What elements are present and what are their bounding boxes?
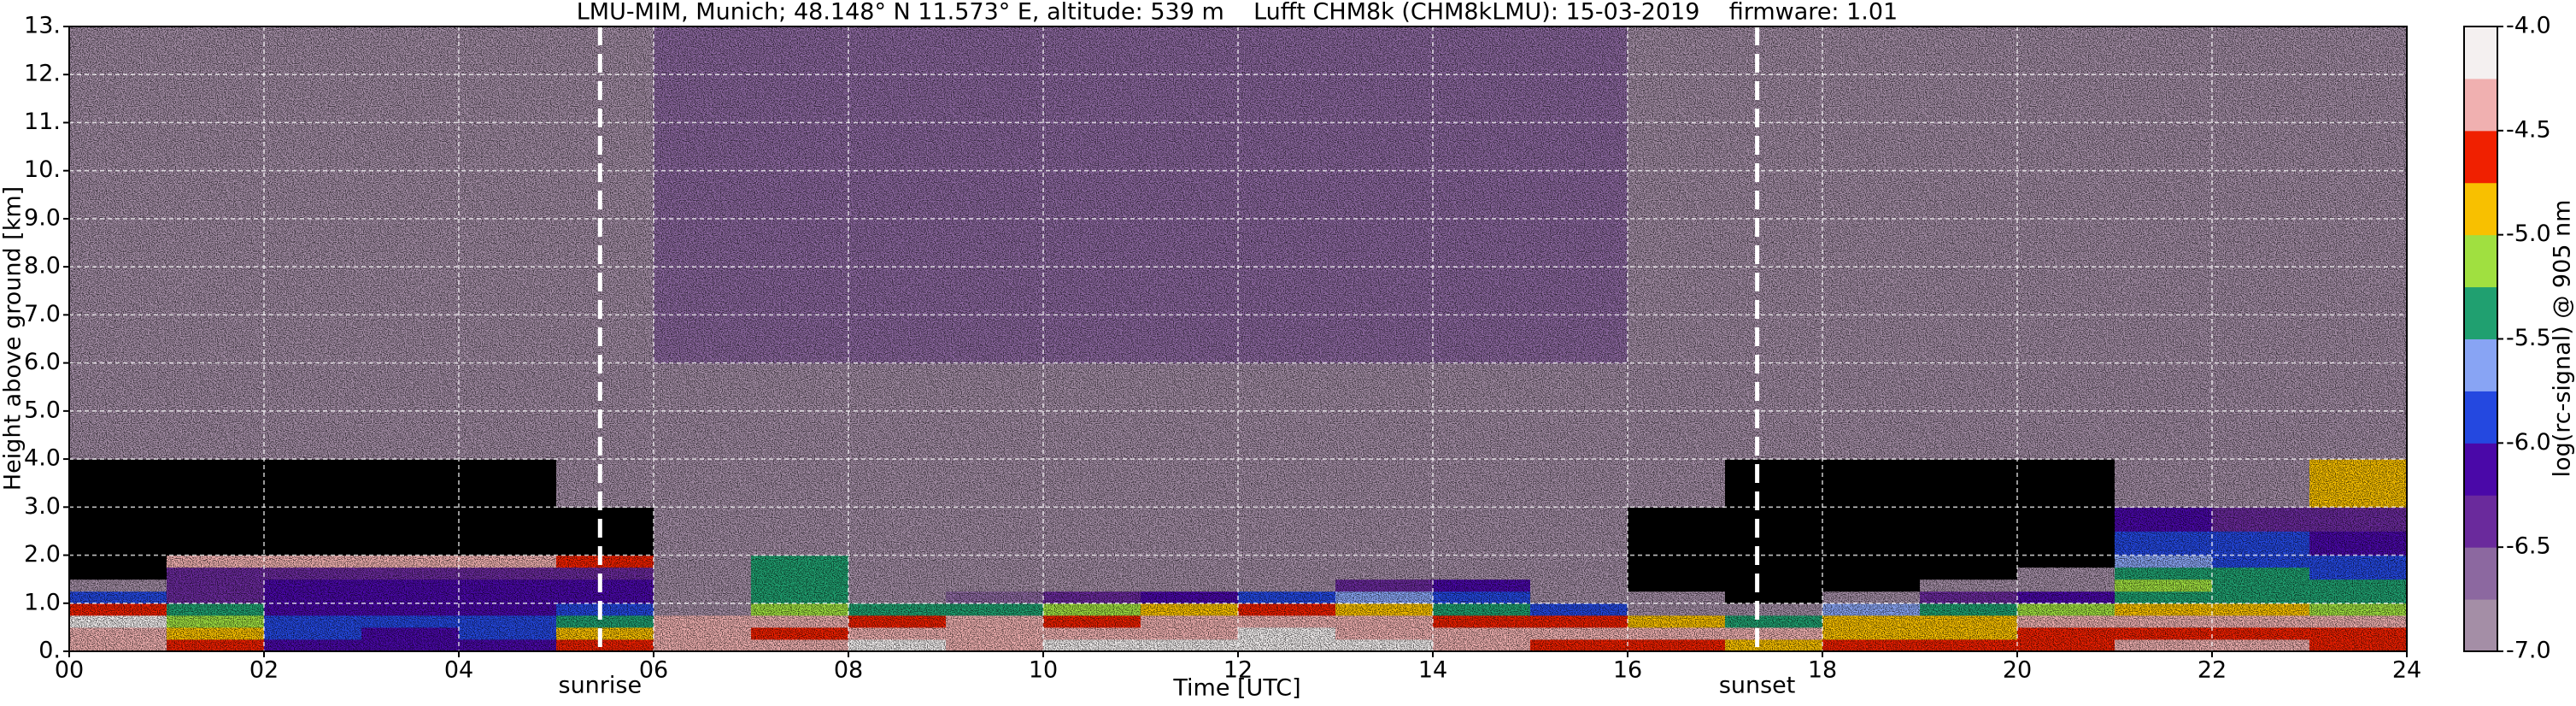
y-tick-label: 3.0 xyxy=(24,493,61,520)
x-tick-label: 24 xyxy=(2392,657,2421,684)
y-tick-label: 12. xyxy=(24,61,61,87)
colorbar-tick-label: -5.0 xyxy=(2506,221,2551,247)
x-tick-label: 16 xyxy=(1613,657,1642,684)
x-tick-label: 06 xyxy=(639,657,668,684)
y-tick-label: 2.0 xyxy=(24,541,61,568)
x-tick-label: 10 xyxy=(1029,657,1058,684)
colorbar-tick-label: -4.0 xyxy=(2506,13,2551,39)
y-axis-label: Height above ground [km] xyxy=(0,186,26,491)
annotation-label: sunset xyxy=(1719,673,1796,699)
colorbar-band xyxy=(2464,286,2497,339)
x-tick-label: 20 xyxy=(2003,657,2032,684)
x-tick-label: 02 xyxy=(249,657,279,684)
x-tick-label: 00 xyxy=(55,657,84,684)
plot-frame xyxy=(68,26,2408,652)
y-tick-label: 1.0 xyxy=(24,589,61,615)
colorbar-tick-label: -6.0 xyxy=(2506,429,2551,456)
colorbar-band xyxy=(2464,130,2497,184)
x-tick-label: 08 xyxy=(834,657,863,684)
colorbar-band xyxy=(2464,338,2497,391)
y-tick-label: 5.0 xyxy=(24,397,61,423)
x-tick-label: 18 xyxy=(1808,657,1837,684)
colorbar-band xyxy=(2464,495,2497,548)
annotation-label: sunrise xyxy=(559,673,643,699)
x-tick-label: 22 xyxy=(2198,657,2227,684)
y-tick-label: 13. xyxy=(24,13,61,39)
colorbar-label: log(rc-signal) @ 905 nm xyxy=(2550,200,2576,478)
y-tick-label: 4.0 xyxy=(24,445,61,472)
colorbar-tick-label: -7.0 xyxy=(2506,638,2551,664)
colorbar-band xyxy=(2464,391,2497,444)
y-tick-label: 10. xyxy=(24,156,61,183)
x-axis-label: Time [UTC] xyxy=(1172,675,1300,702)
y-tick-label: 6.0 xyxy=(24,349,61,375)
y-tick-label: 9.0 xyxy=(24,204,61,231)
chart-title: LMU-MIM, Munich; 48.148° N 11.573° E, al… xyxy=(577,0,1898,26)
x-tick-label: 12 xyxy=(1223,657,1253,684)
y-tick-label: 7.0 xyxy=(24,301,61,327)
x-tick-label: 04 xyxy=(444,657,473,684)
colorbar-tick-label: -6.5 xyxy=(2506,533,2551,560)
y-tick-label: 11. xyxy=(24,109,61,135)
colorbar-tick-label: -4.5 xyxy=(2506,116,2551,143)
colorbar-band xyxy=(2464,26,2497,79)
colorbar-band xyxy=(2464,599,2497,652)
colorbar-band xyxy=(2464,443,2497,496)
x-tick-label: 14 xyxy=(1418,657,1447,684)
y-tick-label: 8.0 xyxy=(24,253,61,279)
colorbar-tick-label: -5.5 xyxy=(2506,325,2551,351)
colorbar-band xyxy=(2464,182,2497,236)
colorbar-band xyxy=(2464,234,2497,288)
colorbar-band xyxy=(2464,78,2497,132)
colorbar-band xyxy=(2464,547,2497,600)
y-tick-label: 0. xyxy=(38,638,61,664)
